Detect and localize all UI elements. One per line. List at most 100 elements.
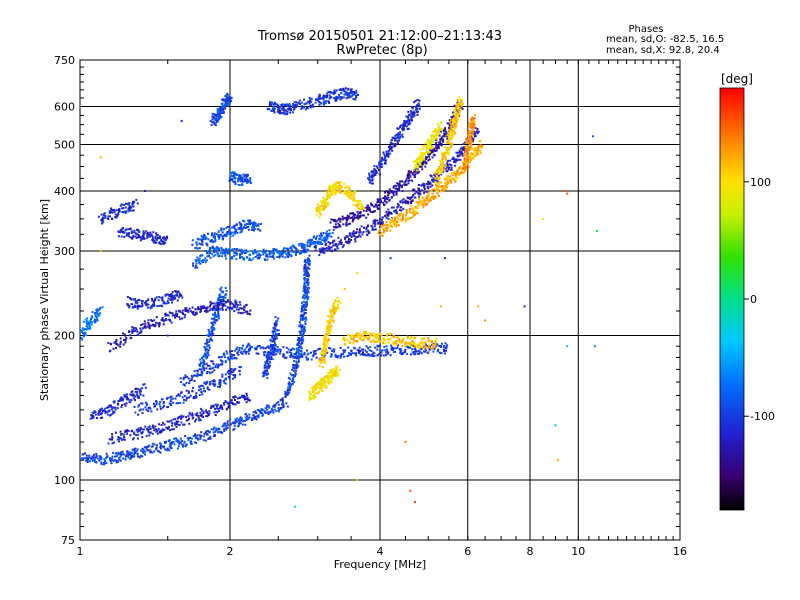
data-point <box>410 115 413 118</box>
data-point <box>174 314 177 317</box>
data-point <box>162 402 165 405</box>
data-point <box>214 319 216 322</box>
data-point <box>408 171 411 174</box>
data-point <box>392 136 395 139</box>
data-point <box>230 356 233 359</box>
data-point <box>240 394 243 397</box>
data-point <box>197 438 200 441</box>
data-point <box>165 302 168 305</box>
data-point <box>138 456 141 459</box>
data-point <box>240 184 243 187</box>
data-point <box>164 313 167 315</box>
data-point <box>336 247 339 250</box>
data-point <box>305 318 308 321</box>
data-point <box>215 407 218 410</box>
data-point <box>146 325 149 328</box>
data-point <box>442 348 445 351</box>
data-point <box>237 183 240 186</box>
data-point <box>291 380 294 382</box>
data-point <box>111 455 114 458</box>
data-point <box>323 240 326 243</box>
data-point <box>405 125 408 128</box>
data-point <box>266 255 269 258</box>
data-point <box>123 236 126 238</box>
data-point <box>149 407 152 410</box>
data-point <box>409 353 412 356</box>
data-point <box>167 293 170 296</box>
data-point <box>435 179 438 182</box>
data-point <box>269 338 272 341</box>
data-point <box>219 288 222 291</box>
data-point <box>333 239 336 242</box>
data-point <box>371 355 374 358</box>
data-point <box>462 142 465 145</box>
data-point <box>170 419 173 422</box>
data-point <box>435 144 438 147</box>
data-point <box>320 232 322 235</box>
data-point <box>308 263 310 266</box>
data-point <box>326 92 329 95</box>
data-point <box>259 254 262 257</box>
data-point <box>271 109 274 112</box>
data-point <box>123 438 126 441</box>
data-point <box>171 422 174 425</box>
data-point <box>315 99 318 101</box>
data-point <box>328 94 331 97</box>
data-point <box>171 424 174 427</box>
data-point <box>282 251 285 254</box>
data-point <box>333 218 336 221</box>
data-point <box>236 306 239 309</box>
data-point <box>223 105 226 108</box>
data-point <box>443 135 446 138</box>
data-point <box>287 256 290 258</box>
data-point <box>147 323 150 326</box>
data-point <box>221 237 224 240</box>
data-point <box>226 249 229 252</box>
data-point <box>211 322 214 325</box>
data-point <box>298 321 301 324</box>
data-point <box>234 183 237 186</box>
data-point <box>221 425 224 428</box>
data-point <box>224 254 227 257</box>
data-point <box>198 389 200 392</box>
data-point <box>218 236 221 239</box>
data-point <box>397 205 400 208</box>
data-point <box>425 183 428 185</box>
data-point <box>151 445 154 448</box>
data-point <box>234 367 237 370</box>
data-point <box>384 161 387 164</box>
data-point <box>238 349 241 352</box>
data-point <box>459 147 462 150</box>
data-point <box>294 353 297 355</box>
data-point <box>387 191 389 194</box>
data-point <box>233 255 236 258</box>
data-point <box>272 334 275 337</box>
data-point <box>332 368 335 370</box>
data-point <box>314 350 317 352</box>
data-point <box>176 299 179 302</box>
data-point <box>303 251 306 254</box>
data-point <box>286 254 289 257</box>
data-point <box>290 353 293 356</box>
data-point <box>246 182 249 184</box>
data-point <box>117 451 120 454</box>
data-point <box>291 368 294 371</box>
data-point <box>300 342 303 345</box>
data-point <box>222 295 225 298</box>
data-point <box>450 166 453 169</box>
data-point <box>231 231 234 234</box>
data-point <box>410 200 412 203</box>
data-point <box>303 294 306 296</box>
data-point <box>380 159 383 162</box>
data-point <box>205 259 208 262</box>
data-point <box>240 225 242 228</box>
data-point <box>288 383 291 386</box>
data-point <box>288 106 291 109</box>
data-point <box>240 176 242 179</box>
data-point <box>160 304 163 307</box>
data-point <box>474 134 477 137</box>
data-point <box>395 347 397 350</box>
data-point <box>338 240 341 243</box>
data-point <box>195 394 197 397</box>
data-point <box>263 364 266 367</box>
